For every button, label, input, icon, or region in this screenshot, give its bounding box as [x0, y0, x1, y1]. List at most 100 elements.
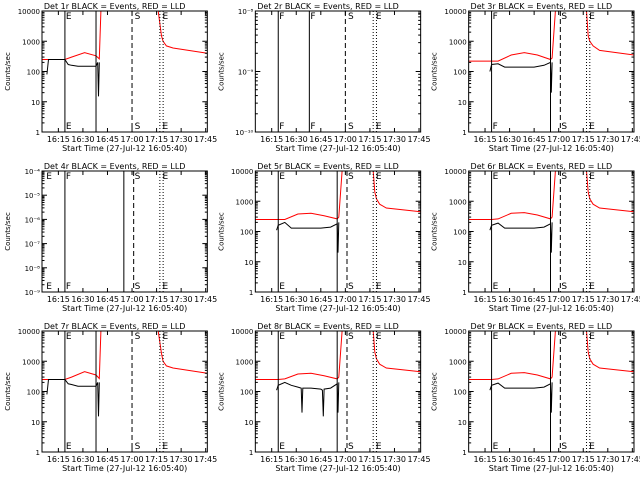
axes-frame: [254, 10, 422, 133]
axes-frame: [41, 10, 208, 133]
x-tick-label: 16:15: [47, 455, 70, 464]
x-tick-label: 17:00: [120, 295, 143, 304]
x-tick-label: 17:00: [120, 135, 143, 144]
x-tick-label: 16:30: [285, 295, 308, 304]
x-tick-label: 17:30: [383, 295, 406, 304]
chart-panel-det3: Det 3r BLACK = Events, RED = LLDFFSSEE16…: [431, 2, 640, 153]
y-tick-label: 10⁻⁴: [25, 168, 41, 176]
x-tick-label: 16:30: [71, 295, 94, 304]
y-tick-label: 1000: [449, 198, 467, 206]
y-tick-label: 10000: [18, 328, 40, 336]
marker-label-bottom: S: [561, 282, 567, 292]
chart-title: Det 7r BLACK = Events, RED = LLD: [44, 322, 186, 331]
axes-frame: [254, 170, 422, 293]
marker-label-bottom: E: [279, 442, 285, 452]
series-lld: [468, 11, 634, 62]
y-tick-label: 1: [462, 449, 466, 457]
marker-label-top: E: [589, 12, 595, 22]
y-tick-label: 1: [249, 449, 253, 457]
marker-label-bottom: E: [66, 442, 72, 452]
y-axis-label: Counts/sec: [4, 212, 12, 251]
x-tick-label: 17:45: [194, 455, 217, 464]
x-tick-label: 17:45: [621, 295, 640, 304]
chart-title: Det 8r BLACK = Events, RED = LLD: [257, 322, 399, 331]
x-tick-label: 17:00: [547, 455, 570, 464]
x-tick-label: 16:15: [47, 135, 70, 144]
y-tick-label: 10⁻¹⁰: [235, 129, 253, 137]
chart-title: Det 4r BLACK = Events, RED = LLD: [44, 162, 186, 171]
y-tick-label: 10⁻⁹: [25, 289, 41, 297]
chart-panel-det7: Det 7r BLACK = Events, RED = LLDEESSEE16…: [4, 322, 217, 473]
marker-label-top: S: [348, 12, 354, 22]
marker-label-top: E: [66, 12, 72, 22]
x-tick-label: 16:30: [285, 135, 308, 144]
chart-panel-det6: Det 6r BLACK = Events, RED = LLDEESSEE16…: [431, 162, 640, 313]
x-tick-label: 17:45: [621, 135, 640, 144]
marker-label-bottom: S: [348, 442, 354, 452]
series-events: [46, 379, 100, 417]
y-tick-label: 10000: [18, 8, 40, 16]
marker-label-top: E: [376, 12, 382, 22]
x-tick-label: 16:45: [309, 295, 332, 304]
y-tick-label: 10: [31, 419, 40, 427]
x-tick-label: 16:15: [47, 295, 70, 304]
y-tick-label: 1000: [236, 198, 254, 206]
marker-label-bottom: F: [493, 122, 498, 132]
x-tick-label: 16:15: [473, 455, 496, 464]
y-tick-label: 100: [27, 389, 40, 397]
marker-label-bottom: E: [376, 282, 382, 292]
y-tick-label: 10: [244, 259, 253, 267]
series-events: [276, 221, 340, 253]
x-tick-label: 16:45: [523, 455, 546, 464]
marker-label-bottom: E: [66, 122, 72, 132]
y-tick-label: 10000: [231, 168, 253, 176]
x-tick-label: 16:30: [71, 455, 94, 464]
y-tick-label: 10000: [444, 168, 466, 176]
chart-panel-det8: Det 8r BLACK = Events, RED = LLDEESSEE16…: [217, 322, 430, 473]
axes-frame: [468, 170, 635, 293]
x-tick-label: 16:45: [523, 135, 546, 144]
marker-label-bottom: E: [162, 442, 168, 452]
marker-label-bottom: S: [135, 122, 141, 132]
chart-title: Det 5r BLACK = Events, RED = LLD: [257, 162, 399, 171]
y-tick-label: 1: [462, 289, 466, 297]
marker-label-top: F: [493, 12, 498, 22]
chart-panel-det5: Det 5r BLACK = Events, RED = LLDEESSEE16…: [217, 162, 430, 313]
x-tick-label: 16:45: [96, 455, 119, 464]
axes-frame: [254, 330, 422, 453]
x-tick-label: 16:45: [96, 295, 119, 304]
y-tick-label: 100: [453, 229, 466, 237]
x-axis-label: Start Time (27-Jul-12 16:05:40): [62, 464, 187, 473]
x-tick-label: 16:30: [285, 455, 308, 464]
y-tick-label: 10: [31, 99, 40, 107]
x-tick-label: 16:15: [260, 295, 283, 304]
marker-label-bottom: E: [162, 282, 168, 292]
marker-label-top: F: [279, 12, 284, 22]
x-tick-label: 17:15: [358, 455, 381, 464]
x-tick-label: 17:15: [145, 135, 168, 144]
marker-label-bottom: S: [348, 122, 354, 132]
marker-label-top: E: [162, 172, 168, 182]
plot-area: [42, 11, 208, 97]
x-axis-label: Start Time (27-Jul-12 16:05:40): [489, 464, 614, 473]
x-tick-label: 16:30: [498, 455, 521, 464]
marker-label-bottom: F: [279, 122, 284, 132]
y-axis-label: Counts/sec: [217, 212, 225, 251]
chart-panel-det4: Det 4r BLACK = Events, RED = LLDEEFFSSEE…: [4, 162, 217, 313]
marker-label-top: E: [66, 332, 72, 342]
y-tick-label: 10000: [444, 8, 466, 16]
plot-area: [468, 11, 634, 93]
marker-label-bottom: E: [279, 282, 285, 292]
marker-label-top: S: [135, 332, 141, 342]
marker-label-bottom: S: [135, 442, 141, 452]
marker-label-top: E: [162, 332, 168, 342]
chart-panel-det2: Det 2r BLACK = Events, RED = LLDFFFFSSEE…: [217, 2, 430, 153]
y-axis-label: Counts/sec: [217, 52, 225, 91]
y-tick-label: 10⁻⁶: [25, 216, 41, 224]
y-tick-label: 10000: [231, 328, 253, 336]
x-tick-label: 17:45: [621, 455, 640, 464]
plot-area: [42, 331, 208, 417]
y-axis-label: Counts/sec: [431, 52, 439, 91]
marker-label-top: E: [376, 332, 382, 342]
